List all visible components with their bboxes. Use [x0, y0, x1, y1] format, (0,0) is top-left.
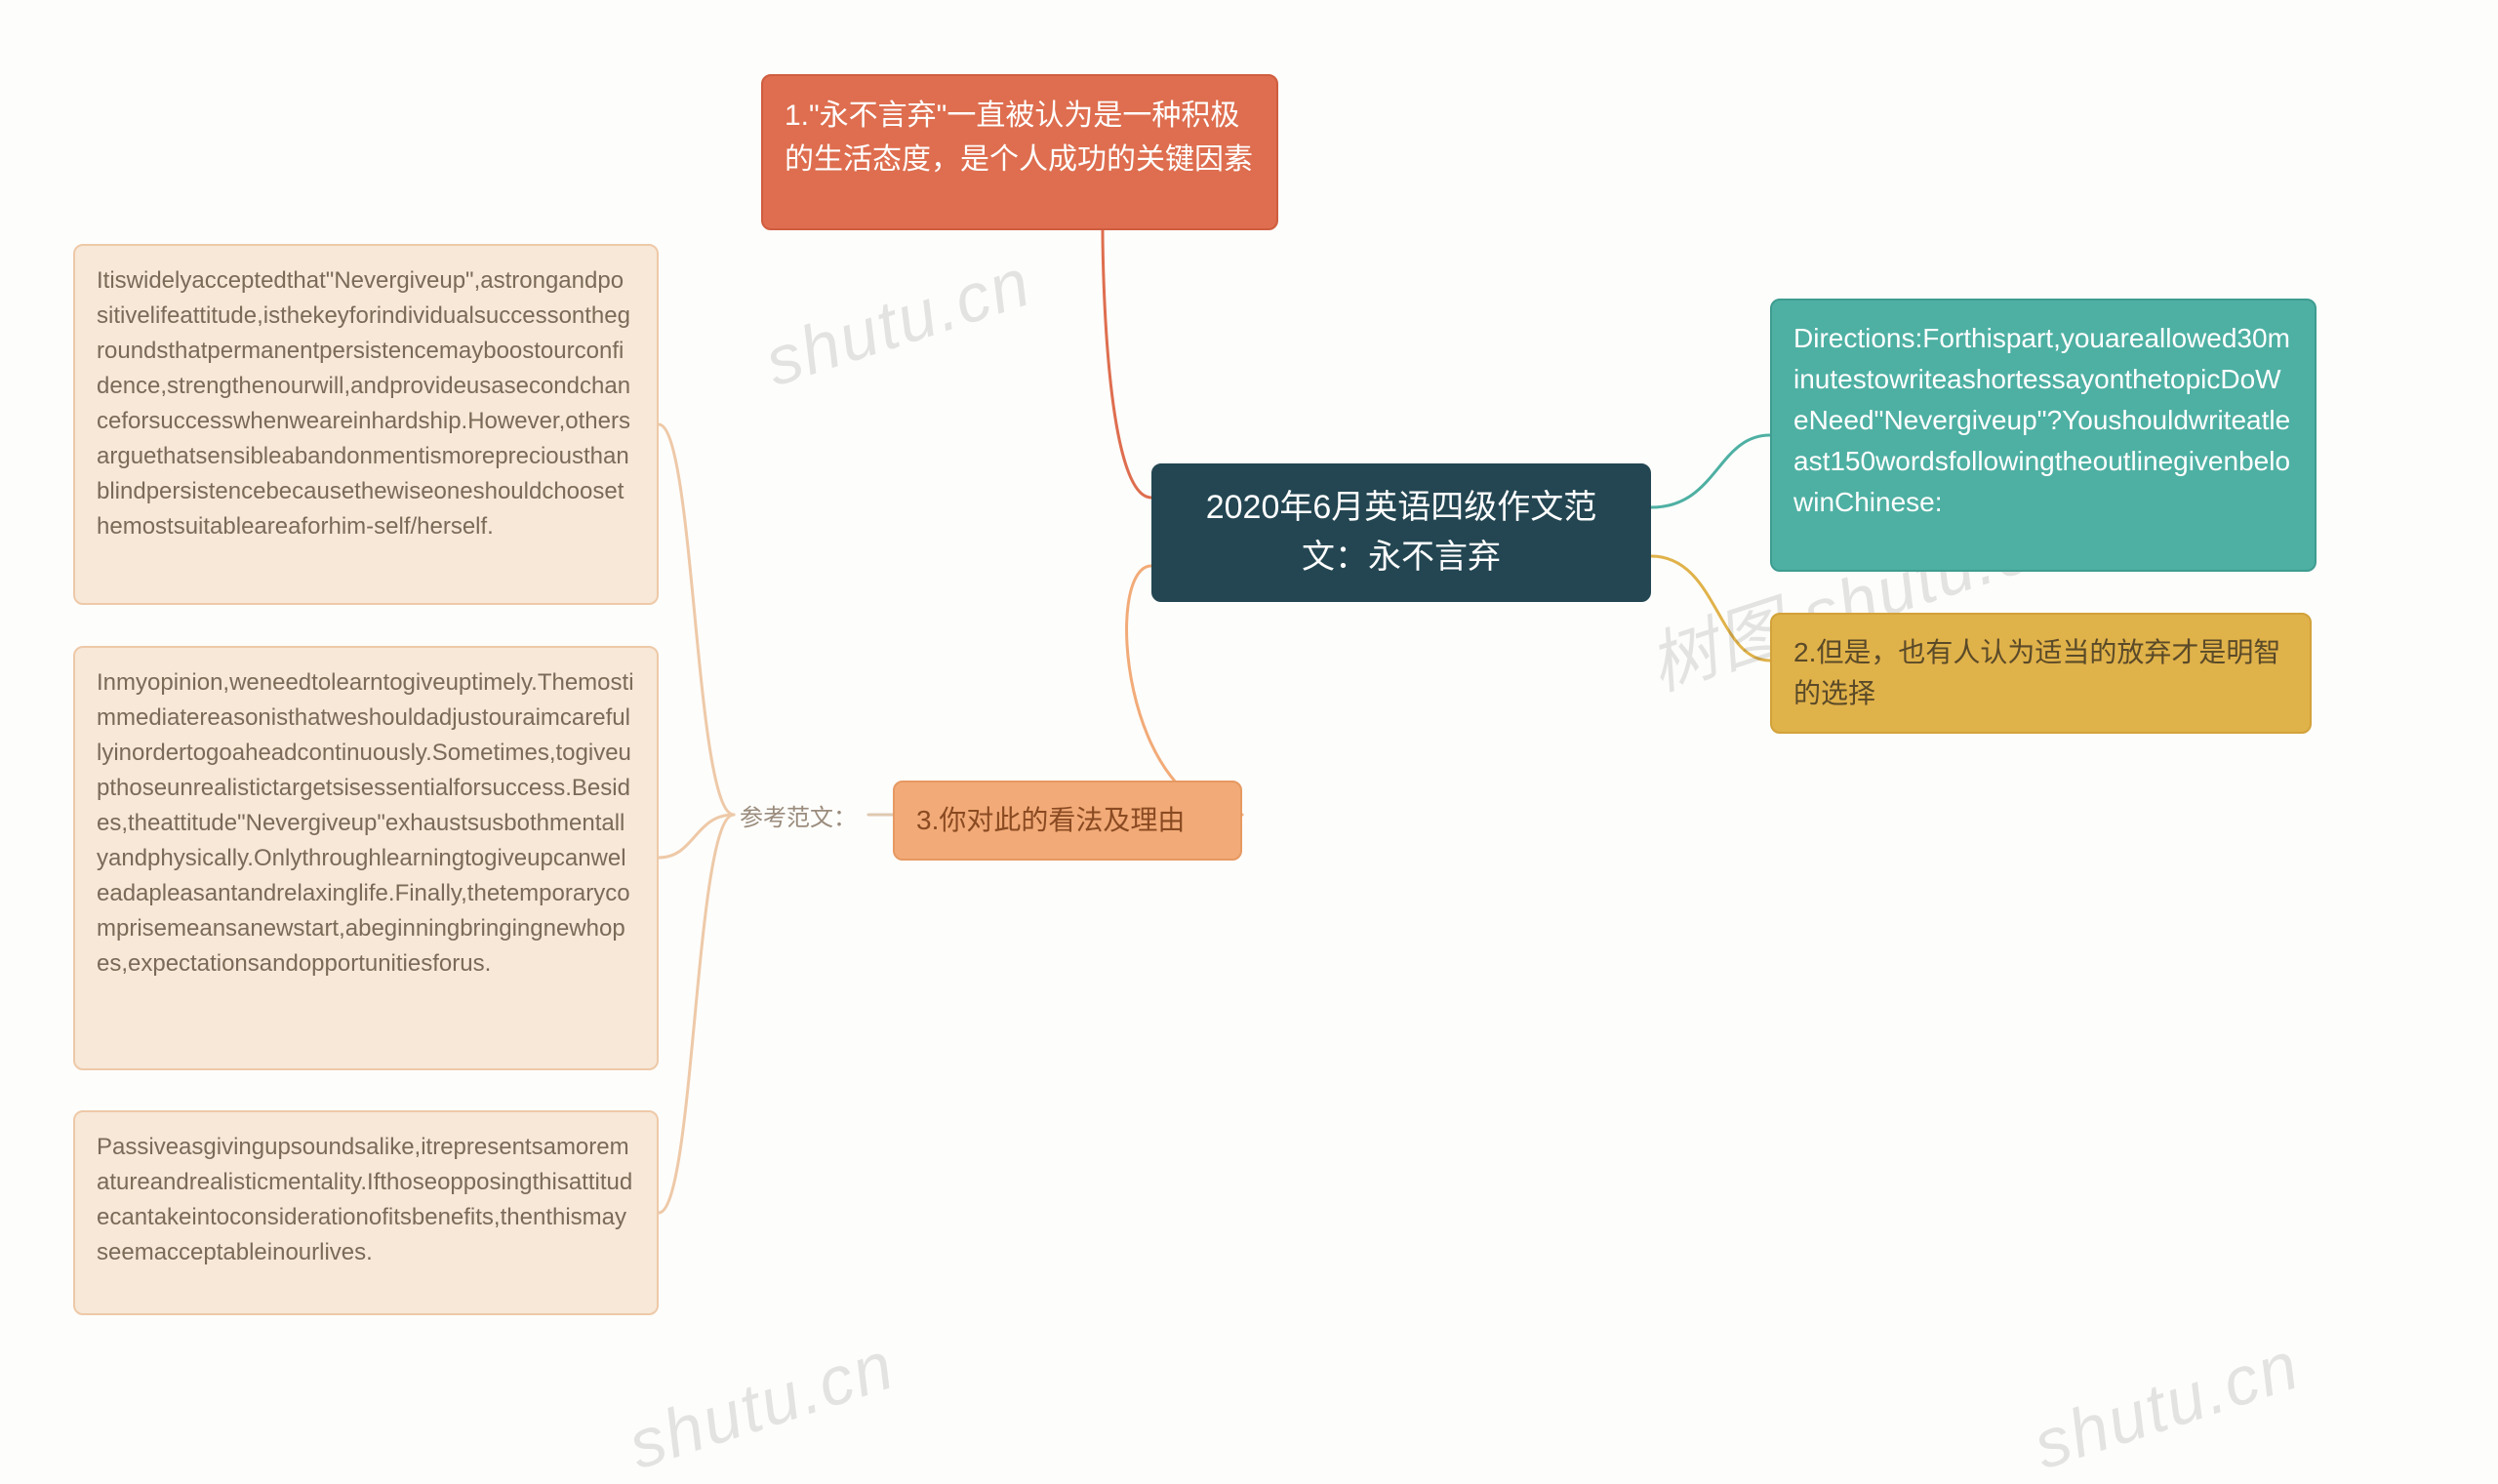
point3-node[interactable]: 3.你对此的看法及理由 [893, 781, 1242, 861]
directions-node[interactable]: Directions:Forthispart,youareallowed30mi… [1770, 299, 2317, 572]
reference-label: 参考范文： [740, 798, 857, 832]
watermark: shutu.cn [756, 243, 1041, 402]
watermark: shutu.cn [620, 1326, 905, 1484]
watermark: shutu.cn [2025, 1326, 2310, 1484]
root-node[interactable]: 2020年6月英语四级作文范文：永不言弃 [1151, 463, 1651, 602]
paragraph1-node[interactable]: Itiswidelyacceptedthat"Nevergiveup",astr… [73, 244, 659, 605]
paragraph2-node[interactable]: Inmyopinion,weneedtolearntogiveuptimely.… [73, 646, 659, 1070]
point1-node[interactable]: 1."永不言弃"一直被认为是一种积极的生活态度，是个人成功的关键因素 [761, 74, 1278, 230]
paragraph3-node[interactable]: Passiveasgivingupsoundsalike,itrepresent… [73, 1110, 659, 1315]
point2-node[interactable]: 2.但是，也有人认为适当的放弃才是明智的选择 [1770, 613, 2312, 734]
mindmap-canvas: { "canvas": { "width": 2560, "height": 1… [0, 0, 2498, 1478]
